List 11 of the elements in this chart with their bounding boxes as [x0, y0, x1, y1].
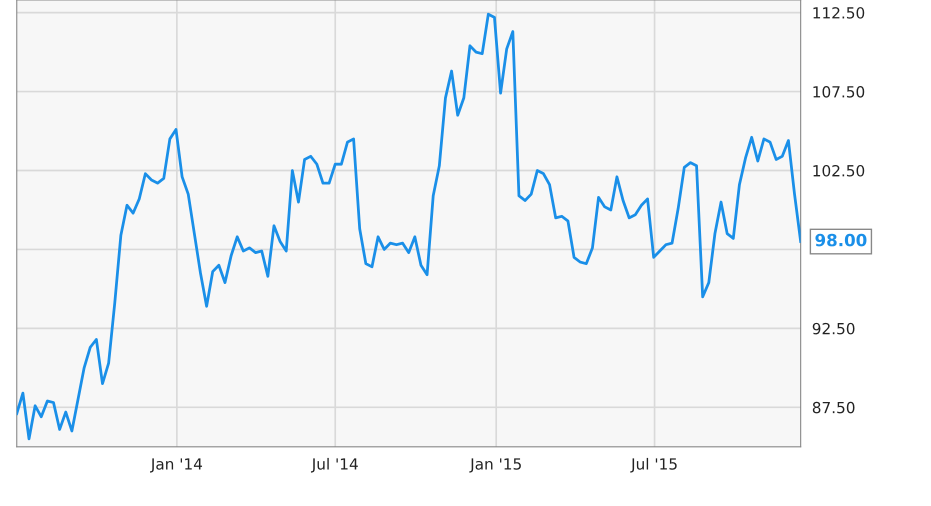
y-tick-label: 102.50 [813, 164, 864, 177]
annotation: 98.00 [815, 234, 866, 246]
x-tick-label: Jan '15 [469, 458, 521, 473]
y-tick-label: 92.50 [812, 322, 854, 334]
line-series [16, 12, 801, 440]
x-tick-label: Jul '15 [630, 458, 677, 473]
y-tick-label: 107.50 [813, 86, 864, 98]
y-tick-label: 87.50 [812, 402, 854, 414]
y-tick-label: 112.50 [813, 7, 864, 19]
x-tick-label: Jan '14 [150, 458, 202, 473]
x-tick-label: Jul '14 [310, 458, 358, 473]
